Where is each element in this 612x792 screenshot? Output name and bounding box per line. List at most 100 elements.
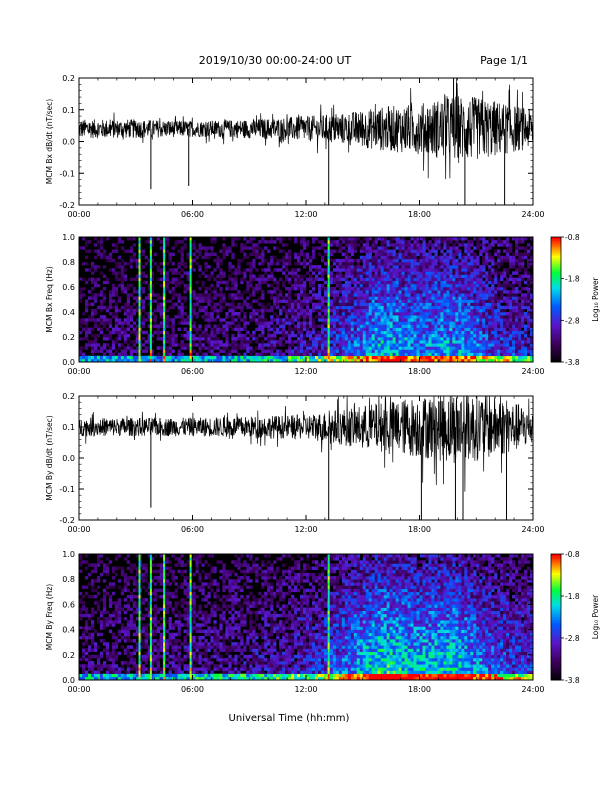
- heatmap-cell: [147, 343, 151, 347]
- heatmap-cell: [461, 293, 465, 297]
- heatmap-cell: [192, 308, 196, 313]
- heatmap-cell: [317, 333, 322, 338]
- heatmap-cell: [431, 315, 435, 319]
- heatmap-cell: [428, 358, 432, 363]
- heatmap-cell: [314, 237, 319, 241]
- heatmap-cell: [407, 290, 411, 294]
- heatmap-cell: [96, 355, 101, 360]
- heatmap-cell: [350, 355, 355, 360]
- heatmap-cell: [356, 237, 361, 241]
- heatmap-cell: [395, 308, 399, 313]
- heatmap-cell: [93, 346, 98, 350]
- heatmap-cell: [123, 262, 128, 266]
- heatmap-cell: [347, 343, 352, 347]
- heatmap-cell: [398, 277, 402, 282]
- heatmap-cell: [491, 308, 495, 313]
- heatmap-cell: [467, 240, 471, 244]
- heatmap-cell: [120, 352, 125, 357]
- heatmap-cell: [413, 255, 417, 260]
- heatmap-cell: [500, 346, 504, 350]
- heatmap-cell: [500, 337, 504, 341]
- heatmap-cell: [240, 346, 244, 350]
- heatmap-cell: [470, 355, 474, 360]
- heatmap-cell: [389, 346, 393, 350]
- heatmap-cell: [264, 246, 268, 250]
- heatmap-cell: [180, 258, 184, 263]
- heatmap-cell: [225, 333, 229, 338]
- heatmap-cell: [482, 293, 486, 297]
- heatmap-cell: [503, 333, 507, 338]
- heatmap-cell: [380, 343, 384, 347]
- heatmap-cell: [329, 271, 334, 275]
- spectral-line-cell: [163, 299, 166, 303]
- heatmap-cell: [506, 330, 510, 335]
- heatmap-cell: [174, 283, 178, 288]
- heatmap-cell: [335, 305, 340, 310]
- heatmap-cell: [153, 252, 157, 257]
- heatmap-cell: [132, 277, 137, 282]
- heatmap-cell: [383, 302, 387, 307]
- heatmap-cell: [380, 237, 384, 241]
- heatmap-cell: [371, 280, 375, 285]
- heatmap-cell: [404, 268, 408, 272]
- heatmap-cell: [347, 302, 352, 307]
- heatmap-cell: [458, 343, 462, 347]
- heatmap-cell: [404, 312, 408, 316]
- heatmap-cell: [303, 355, 307, 360]
- heatmap-cell: [368, 305, 373, 310]
- heatmap-cell: [476, 268, 480, 272]
- heatmap-cell: [479, 337, 483, 341]
- heatmap-cell: [515, 271, 519, 275]
- heatmap-cell: [476, 262, 480, 266]
- heatmap-cell: [344, 274, 349, 278]
- heatmap-cell: [314, 352, 319, 357]
- spectral-line-cell: [189, 258, 192, 263]
- heatmap-cell: [258, 333, 262, 338]
- heatmap-cell: [455, 268, 459, 272]
- heatmap-cell: [237, 358, 241, 363]
- heatmap-cell: [368, 252, 373, 257]
- heatmap-cell: [368, 277, 373, 282]
- heatmap-cell: [159, 271, 163, 275]
- heatmap-cell: [527, 333, 531, 338]
- heatmap-cell: [291, 318, 295, 322]
- heatmap-cell: [335, 330, 340, 335]
- heatmap-cell: [365, 262, 370, 266]
- heatmap-cell: [216, 327, 220, 332]
- heatmap-cell: [261, 315, 265, 319]
- heatmap-cell: [228, 315, 232, 319]
- heatmap-cell: [198, 333, 202, 338]
- heatmap-cell: [213, 237, 217, 241]
- x-tick-label: 00:00: [67, 367, 90, 376]
- heatmap-cell: [213, 352, 217, 357]
- heatmap-cell: [467, 312, 471, 316]
- heatmap-cell: [219, 271, 223, 275]
- heatmap-cell: [476, 305, 480, 310]
- heatmap-cell: [506, 324, 510, 328]
- heatmap-cell: [482, 243, 486, 247]
- heatmap-cell: [467, 293, 471, 297]
- heatmap-cell: [246, 349, 250, 353]
- heatmap-cell: [180, 296, 184, 300]
- spectral-line-cell: [149, 330, 152, 335]
- heatmap-cell: [114, 246, 119, 250]
- heatmap-cell: [225, 321, 229, 325]
- heatmap-cell: [512, 337, 516, 341]
- heatmap-cell: [491, 265, 495, 269]
- heatmap-cell: [479, 290, 483, 294]
- heatmap-cell: [518, 277, 522, 282]
- heatmap-cell: [153, 321, 157, 325]
- heatmap-cell: [443, 308, 447, 313]
- heatmap-cell: [509, 296, 513, 300]
- heatmap-cell: [234, 318, 238, 322]
- heatmap-cell: [246, 290, 250, 294]
- heatmap-cell: [362, 327, 367, 332]
- heatmap-cell: [410, 252, 414, 257]
- heatmap-cell: [482, 346, 486, 350]
- heatmap-cell: [353, 355, 358, 360]
- heatmap-cell: [347, 290, 352, 294]
- heatmap-cell: [479, 333, 483, 338]
- heatmap-cell: [476, 352, 480, 357]
- heatmap-cell: [341, 277, 346, 282]
- heatmap-cell: [449, 349, 453, 353]
